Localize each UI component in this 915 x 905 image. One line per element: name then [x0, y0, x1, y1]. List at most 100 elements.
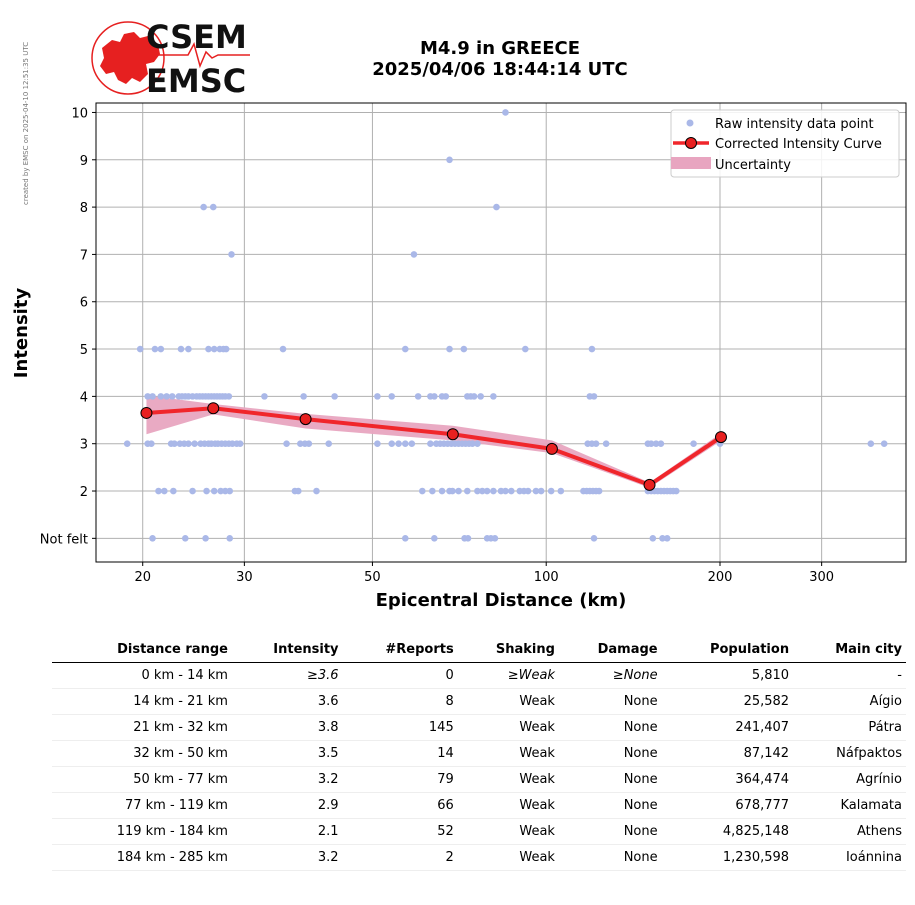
- raw-intensity-point: [123, 440, 131, 448]
- y-tick-label: 7: [80, 248, 88, 263]
- raw-intensity-point: [202, 535, 209, 542]
- raw-intensity-point: [401, 345, 409, 353]
- table-body: 0 km - 14 km ≥3.6 0 ≥Weak ≥None 5,810-14 km -…: [52, 662, 906, 871]
- table-cell: 3.6: [231, 688, 343, 715]
- legend-raw-label: Raw intensity data point: [715, 117, 874, 132]
- raw-intensity-point: [177, 345, 185, 353]
- table-header-row: Distance range Intensity #Reports Shaking Da…: [52, 638, 906, 663]
- table-cell: -: [793, 662, 906, 689]
- chart-title: M4.9 in GREECE 2025/04/06 18:44:14 UTC: [300, 38, 700, 80]
- table-cell: Aígio: [793, 688, 906, 715]
- raw-intensity-point: [431, 535, 438, 542]
- raw-intensity-point: [374, 440, 381, 448]
- table-cell: Weak: [457, 740, 559, 767]
- raw-intensity-point: [144, 393, 151, 400]
- table-cell: None: [558, 714, 662, 741]
- table-cell: Weak: [457, 844, 559, 871]
- curve-point: [207, 402, 220, 415]
- raw-intensity-point: [205, 345, 212, 353]
- table-cell: 5,810: [661, 662, 794, 689]
- raw-intensity-point: [524, 487, 532, 495]
- table-row: 50 km - 77 km 3.2 79 Weak None 364,474 Agrínio: [52, 766, 906, 793]
- raw-intensity-point: [148, 440, 155, 448]
- legend-uncertainty-swatch: [671, 157, 711, 169]
- raw-intensity-point: [155, 487, 162, 495]
- raw-intensity-point: [225, 393, 233, 400]
- plot-frame: [95, 102, 907, 563]
- table-cell: 241,407: [661, 714, 794, 741]
- legend-curve-marker: [685, 137, 697, 149]
- raw-intensity-point: [477, 393, 484, 400]
- legend-uncertainty-label: Uncertainty: [715, 158, 791, 173]
- raw-intensity-point: [300, 393, 307, 400]
- curve-point: [446, 428, 459, 441]
- raw-points-group: [123, 109, 888, 542]
- raw-intensity-point: [491, 535, 499, 542]
- table-header-cell: Damage: [558, 638, 662, 663]
- table-cell: 678,777: [661, 792, 794, 819]
- raw-intensity-point: [401, 440, 409, 448]
- table-row: 32 km - 50 km 3.5 14 Weak None 87,142 Náfpakto…: [52, 740, 906, 767]
- raw-intensity-point: [279, 345, 287, 353]
- table-cell: 2: [342, 844, 458, 871]
- raw-intensity-point: [590, 393, 598, 400]
- table-cell: 8: [342, 688, 458, 715]
- x-tick-label: 20: [134, 570, 151, 585]
- raw-intensity-point: [672, 487, 680, 495]
- table-header-cell: Population: [661, 638, 794, 663]
- table-cell: 0: [342, 662, 458, 689]
- y-tick-label: 8: [80, 201, 88, 216]
- raw-intensity-point: [161, 487, 168, 495]
- raw-intensity-point: [171, 440, 178, 448]
- raw-intensity-point: [431, 393, 438, 400]
- raw-intensity-point: [313, 487, 320, 495]
- table-cell: 2.1: [231, 818, 343, 845]
- raw-intensity-point: [659, 535, 666, 542]
- table-header-cell: Intensity: [231, 638, 343, 663]
- table-cell: 77 km - 119 km: [52, 792, 232, 819]
- seismogram-line: [144, 42, 250, 69]
- raw-intensity-point: [331, 393, 338, 400]
- raw-intensity-point: [388, 440, 396, 448]
- table-cell: 21 km - 32 km: [52, 714, 232, 741]
- table-cell: 145: [342, 714, 458, 741]
- emsc-logo: CSEM EMSC: [91, 18, 250, 98]
- table-cell: 14 km - 21 km: [52, 688, 232, 715]
- raw-intensity-point: [136, 345, 144, 353]
- raw-intensity-point: [191, 440, 198, 448]
- table-cell: Weak: [457, 688, 559, 715]
- raw-intensity-point: [474, 440, 481, 448]
- y-tick-label: 9: [80, 154, 88, 169]
- y-tick-label: 10: [71, 106, 88, 121]
- raw-intensity-point: [446, 345, 453, 353]
- table-row: 119 km - 184 km 2.1 52 Weak None 4,825,148 Ath…: [52, 818, 906, 845]
- x-tick-label: 100: [534, 570, 559, 585]
- y-tick-label: 5: [80, 343, 88, 358]
- globe-icon: [91, 21, 165, 95]
- raw-intensity-point: [168, 393, 176, 400]
- raw-intensity-point: [185, 345, 192, 353]
- raw-intensity-point: [294, 487, 302, 495]
- raw-intensity-point: [502, 109, 509, 116]
- table-cell: Athens: [793, 818, 906, 845]
- raw-intensity-point: [502, 487, 509, 495]
- raw-intensity-point: [209, 203, 217, 211]
- raw-intensity-point: [170, 487, 177, 495]
- table-cell: Weak: [457, 792, 559, 819]
- table-cell: 32 km - 50 km: [52, 740, 232, 767]
- x-tick-label: 50: [364, 570, 381, 585]
- y-tick-label: 6: [80, 296, 88, 311]
- raw-intensity-point: [557, 487, 565, 495]
- raw-intensity-point: [590, 535, 598, 542]
- y-tick-label: Not felt: [40, 532, 88, 547]
- raw-intensity-point: [429, 487, 436, 495]
- raw-intensity-point: [547, 487, 555, 495]
- raw-intensity-point: [483, 487, 491, 495]
- table-cell: 119 km - 184 km: [52, 818, 232, 845]
- raw-intensity-point: [203, 487, 210, 495]
- table-cell: 1,230,598: [661, 844, 794, 871]
- curve-group: [140, 402, 727, 491]
- table-cell: 3.2: [231, 766, 343, 793]
- table-cell: 2.9: [231, 792, 343, 819]
- table-header-cell: Main city: [793, 638, 906, 663]
